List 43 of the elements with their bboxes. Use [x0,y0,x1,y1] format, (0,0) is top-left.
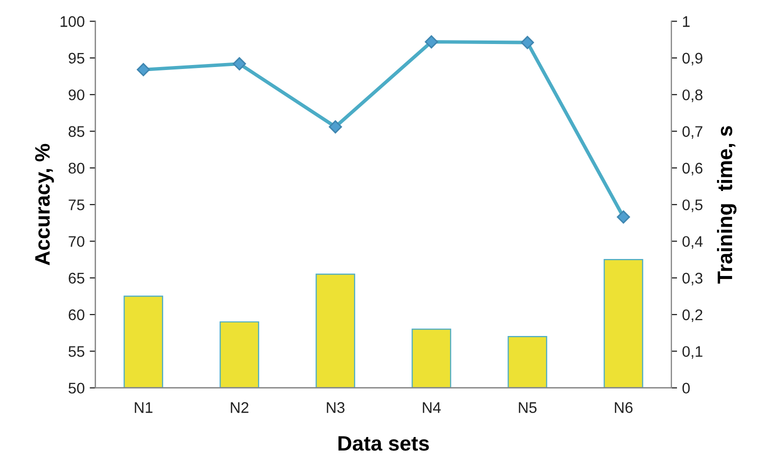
y-tick-label: 50 [68,382,84,394]
bar [508,336,548,388]
x-axis-title: Data sets [338,436,429,451]
bar [412,328,452,388]
x-tick-label: N3 [326,402,344,413]
y-tick-label: 55 [68,346,84,357]
y-tick-label: 95 [68,52,84,64]
y-axis-title: Accuracy, % [35,144,54,266]
y2-tick-label: 0,8 [682,89,702,102]
y2-tick-label: 0,1 [682,346,702,359]
y-tick-label: 60 [68,309,84,320]
x-tick-label: N5 [518,402,537,413]
y2-tick-label: 0,4 [682,236,703,249]
point [328,120,342,134]
y-tick-label: 90 [68,89,84,100]
y2-tick-label: 0,3 [682,272,702,286]
y2-tick-label: 0 [682,382,690,394]
y-tick-label: 70 [68,236,84,247]
y2-tick-label: 1 [683,16,690,27]
bar [604,259,644,388]
y2-tick-label: 0,9 [682,52,702,66]
point [520,36,534,50]
y-tick-label: 80 [68,162,84,174]
x-tick-label: N2 [230,402,248,413]
y-tick-label: 100 [60,16,84,27]
y2-tick-label: 0,2 [682,309,702,322]
point [232,57,246,70]
x-tick-label: N1 [134,402,152,413]
point [616,210,630,224]
y2-tick-label: 0,6 [682,162,702,176]
y-tick-label: 75 [68,200,84,210]
bar [220,321,260,388]
bar [124,296,164,388]
x-tick-label: N6 [614,402,633,413]
point [424,35,438,48]
y2-axis-title: Training time, s [716,126,736,284]
y-tick-label: 65 [68,272,84,284]
y2-tick-label: 0,7 [682,126,702,139]
bar [316,274,356,388]
point [136,63,150,76]
y2-tick-label: 0,5 [682,199,702,212]
y-tick-label: 85 [68,126,84,137]
x-tick-label: N4 [422,402,441,413]
